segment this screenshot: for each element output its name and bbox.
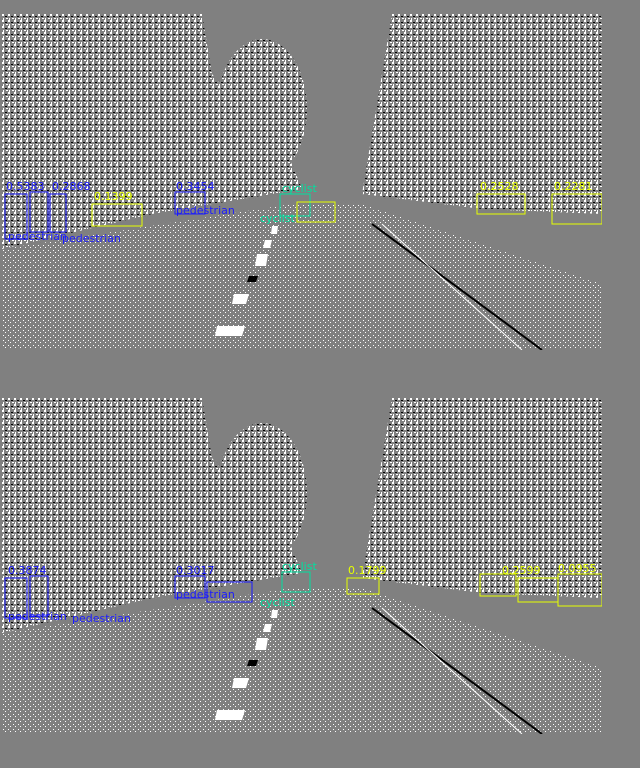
- detection-label: pedestrian: [62, 232, 121, 245]
- right-trees: [362, 398, 602, 598]
- lane-marking: [247, 660, 258, 666]
- car-box: [479, 573, 517, 597]
- detection-score: 0.3017: [176, 564, 215, 577]
- lane-marking: [215, 710, 245, 720]
- left-trees: [2, 14, 302, 249]
- car-box: [346, 577, 380, 595]
- lane-marking: [215, 326, 245, 336]
- pedestrian-box: [174, 191, 206, 215]
- lane-marking: [255, 638, 268, 650]
- detection-score: 0.3874: [8, 564, 47, 577]
- lane-marking: [271, 226, 278, 234]
- detection-score: 0.0955: [558, 562, 597, 575]
- lane-marking: [263, 240, 272, 248]
- center-trees: [217, 423, 307, 563]
- road: [2, 588, 602, 734]
- detection-label: cyclist: [260, 596, 295, 609]
- pedestrian-box: [49, 193, 67, 233]
- rail: [381, 607, 523, 734]
- pedestrian-box: [29, 191, 49, 233]
- detection-label: pedestrian: [176, 204, 235, 217]
- detection-panel-bottom: 0.3874 pedestrian pedestrian 0.3017 pede…: [2, 398, 602, 734]
- lane-marking: [247, 276, 258, 282]
- detection-score: cyclist: [282, 182, 317, 195]
- detection-label: cyclist: [282, 560, 317, 573]
- detection-score: 0.1399: [94, 190, 133, 203]
- pedestrian-box: [4, 577, 28, 619]
- pedestrian-box: [29, 575, 49, 617]
- rail: [381, 223, 523, 350]
- lane-marking: [255, 254, 268, 266]
- detection-score: 0.3454: [176, 180, 215, 193]
- street-scene-top: 0.5383 pedestrian 0.2868 pedestrian 0.13…: [2, 14, 602, 350]
- car-box: [551, 193, 602, 225]
- detection-label: pedestrian: [176, 588, 235, 601]
- pedestrian-box: [174, 575, 206, 599]
- detection-score: 0.1799: [348, 564, 387, 577]
- car-box: [91, 203, 143, 227]
- lane-marking: [232, 678, 249, 688]
- detection-panel-top: 0.5383 pedestrian 0.2868 pedestrian 0.13…: [2, 14, 602, 350]
- left-trees: [2, 398, 302, 633]
- cyclist-box: [279, 193, 311, 217]
- center-trees: [217, 39, 307, 179]
- detection-label: pedestrian: [8, 230, 67, 243]
- pedestrian-box: [4, 193, 28, 240]
- detection-score: 0.2281: [554, 180, 593, 193]
- lane-marking: [271, 610, 278, 618]
- detection-score: 0.5383: [6, 180, 45, 193]
- rail: [371, 223, 543, 350]
- pedestrian-box: [206, 581, 253, 603]
- lane-marking: [263, 624, 272, 632]
- car-box: [296, 201, 336, 223]
- detection-score: 0.2528: [480, 180, 519, 193]
- street-scene-bottom: 0.3874 pedestrian pedestrian 0.3017 pede…: [2, 398, 602, 734]
- road: [2, 204, 602, 350]
- detection-label: cyclist: [260, 212, 295, 225]
- right-trees: [362, 14, 602, 214]
- detection-label: pedestrian: [8, 610, 67, 623]
- lane-marking: [232, 294, 249, 304]
- detection-score: 0.2599: [502, 564, 541, 577]
- detection-label: pedestrian: [72, 612, 131, 625]
- rail: [371, 607, 543, 734]
- car-box: [557, 573, 602, 607]
- car-box: [476, 193, 526, 215]
- cyclist-box: [281, 571, 311, 593]
- detection-score: 0.2868: [52, 180, 91, 193]
